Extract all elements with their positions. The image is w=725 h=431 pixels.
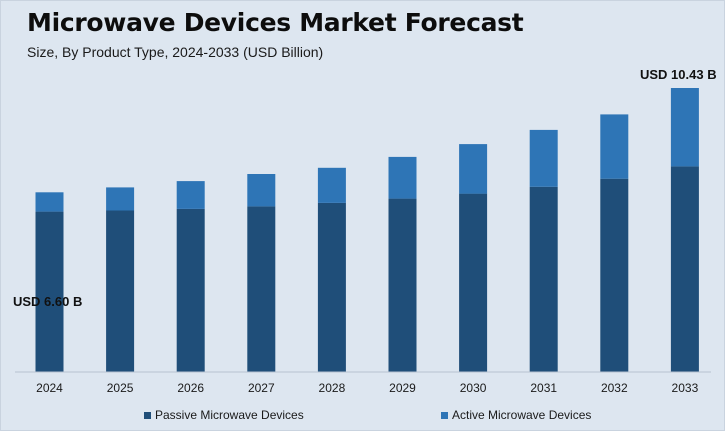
bar-active-2028: [317, 167, 346, 203]
bar-active-2032: [600, 114, 629, 179]
x-tick-2030: 2030: [460, 381, 487, 395]
passive-legend-swatch: [144, 411, 151, 419]
bar-active-2027: [247, 174, 276, 207]
chart-subtitle: Size, By Product Type, 2024-2033 (USD Bi…: [27, 44, 324, 60]
active-legend-label: Active Microwave Devices: [452, 408, 592, 422]
bar-passive-2031: [529, 186, 558, 372]
bar-passive-2032: [600, 178, 629, 372]
x-tick-labels: 2024 2025 2026 2027 2028 2029 2030 2031 2032 2033: [36, 381, 698, 395]
bar-passive-2033: [670, 166, 699, 372]
annotation-2024-total: USD 6.60 B: [13, 294, 82, 309]
x-tick-2027: 2027: [248, 381, 275, 395]
legend-item-passive: Passive Microwave Devices: [144, 408, 304, 422]
legend-item-active: Active Microwave Devices: [441, 408, 591, 422]
bar-active-2029: [388, 156, 417, 199]
bar-passive-2027: [247, 206, 276, 372]
x-tick-2024: 2024: [36, 381, 63, 395]
bar-passive-2026: [176, 208, 205, 372]
x-tick-2033: 2033: [672, 381, 699, 395]
bar-passive-2028: [317, 202, 346, 372]
bar-group: [35, 88, 699, 372]
bar-active-2033: [670, 88, 699, 167]
bar-active-2025: [106, 187, 135, 211]
x-tick-2025: 2025: [107, 381, 134, 395]
x-tick-2031: 2031: [530, 381, 557, 395]
bar-active-2030: [459, 144, 488, 194]
bar-chart: 2024 2025 2026 2027 2028 2029 2030 2031 2032 2033…: [13, 67, 717, 395]
annotation-2033-total: USD 10.43 B: [640, 67, 717, 82]
active-legend-swatch: [441, 411, 448, 419]
x-tick-2032: 2032: [601, 381, 628, 395]
bar-active-2024: [35, 192, 64, 212]
bar-passive-2024: [35, 211, 64, 372]
x-tick-2028: 2028: [319, 381, 346, 395]
x-tick-2029: 2029: [389, 381, 416, 395]
bar-passive-2025: [106, 210, 135, 372]
x-tick-2026: 2026: [177, 381, 204, 395]
bar-active-2031: [529, 129, 558, 187]
chart-title: Microwave Devices Market Forecast: [27, 8, 524, 37]
passive-legend-label: Passive Microwave Devices: [155, 408, 304, 422]
bar-passive-2029: [388, 198, 417, 372]
bar-passive-2030: [459, 193, 488, 372]
bar-active-2026: [176, 181, 205, 209]
